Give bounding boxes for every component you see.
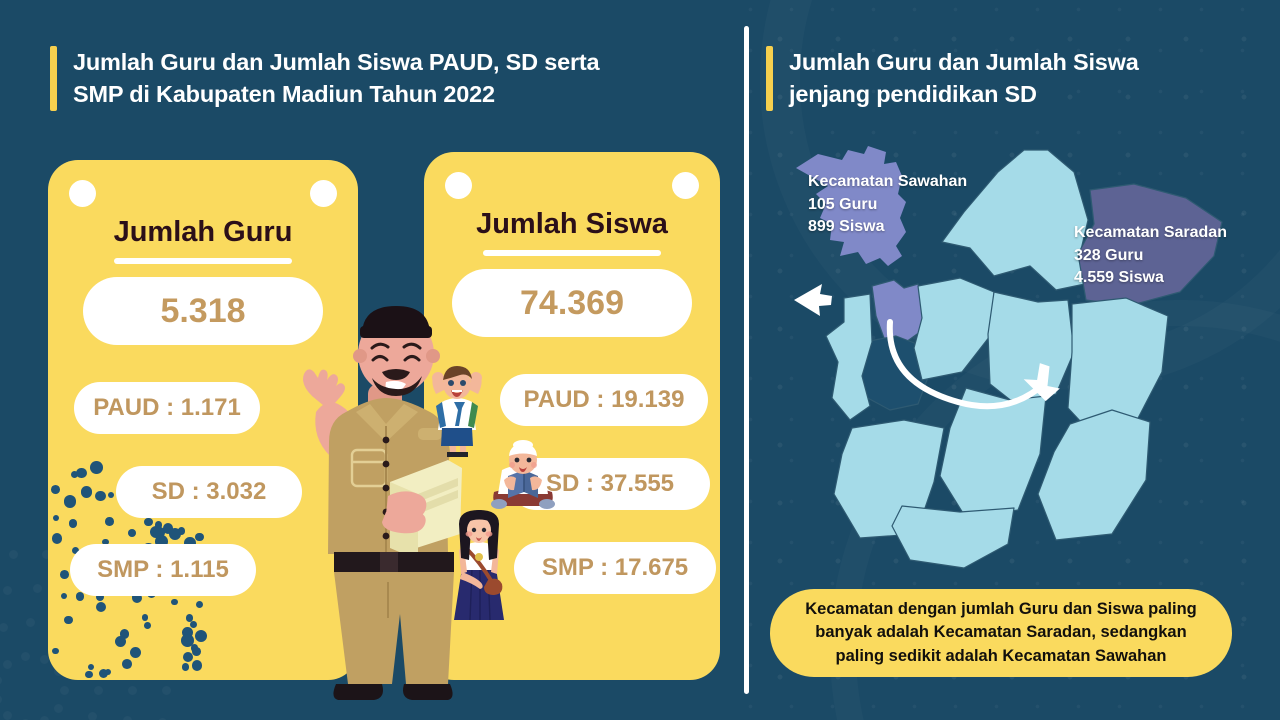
map-region-sawahan-inset — [796, 146, 906, 266]
card-underline — [483, 250, 661, 256]
card-breakdown-smp: SMP : 17.675 — [514, 542, 716, 594]
kabupaten-madiun-map — [752, 138, 1272, 580]
map-callout-arrow — [886, 319, 1047, 410]
card-underline — [114, 258, 292, 264]
card-total-value: 5.318 — [83, 277, 323, 345]
left-panel-title: Jumlah Guru dan Jumlah Siswa PAUD, SD se… — [50, 46, 710, 111]
map-callout-arrowhead — [1023, 363, 1060, 402]
left-panel-title-text: Jumlah Guru dan Jumlah Siswa PAUD, SD se… — [73, 49, 600, 108]
stat-card-jumlah-siswa: Jumlah Siswa 74.369 PAUD : 19.139 SD : 3… — [424, 152, 720, 680]
right-panel-title: Jumlah Guru dan Jumlah Siswa jenjang pen… — [766, 46, 1236, 111]
card-breakdown-smp: SMP : 1.115 — [70, 544, 256, 596]
title-accent-bar — [50, 46, 57, 111]
card-heading: Jumlah Guru — [113, 216, 293, 248]
map-region-southeast — [1037, 409, 1151, 541]
card-breakdown-sd: SD : 3.032 — [116, 466, 302, 518]
card-breakdown-paud: PAUD : 1.171 — [74, 382, 260, 434]
card-notch-right-icon — [672, 172, 699, 199]
stat-card-jumlah-guru: Jumlah Guru 5.318 PAUD : 1.171 SD : 3.03… — [48, 160, 358, 680]
map-region-far-south — [891, 505, 1015, 569]
summary-note: Kecamatan dengan jumlah Guru dan Siswa p… — [770, 589, 1232, 677]
map-region-base-north — [941, 149, 1105, 291]
map-region-west-strip — [825, 293, 873, 421]
card-breakdown-sd: SD : 37.555 — [510, 458, 710, 510]
card-breakdown-paud: PAUD : 19.139 — [500, 374, 708, 426]
right-panel-title-text: Jumlah Guru dan Jumlah Siswa jenjang pen… — [789, 49, 1139, 108]
card-heading: Jumlah Siswa — [476, 208, 668, 240]
map-region-saradan — [1077, 183, 1223, 307]
map-region-sawahan-onmap — [871, 279, 925, 343]
map-region-centralwest — [913, 277, 995, 381]
card-notch-left-icon — [445, 172, 472, 199]
panel-divider — [744, 26, 749, 694]
title-accent-bar — [766, 46, 773, 111]
map-region-central — [987, 291, 1075, 407]
card-notch-left-icon — [69, 180, 96, 207]
map-arrow-head-icon — [794, 284, 832, 316]
map-label-sawahan: Kecamatan Sawahan 105 Guru 899 Siswa — [808, 173, 968, 236]
card-total-value: 74.369 — [452, 269, 692, 337]
card-notch-right-icon — [310, 180, 337, 207]
map-label-saradan: Kecamatan Saradan 328 Guru 4.559 Siswa — [1074, 224, 1227, 287]
